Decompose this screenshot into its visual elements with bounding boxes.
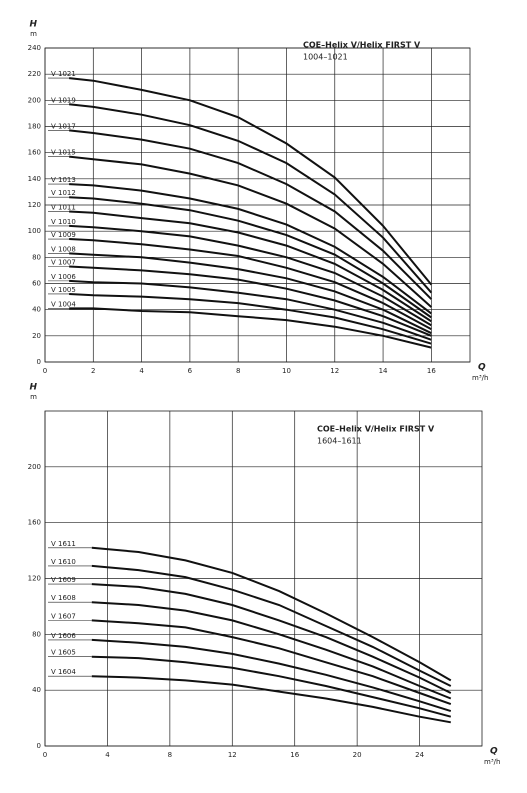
x-tick-label: 8 [236,367,240,375]
x-tick-label: 4 [139,367,144,375]
y-tick-label: 160 [28,519,41,527]
x-tick-label: 14 [379,367,388,375]
y-tick-label: 140 [28,175,41,183]
chart-title: COE–Helix V/Helix FIRST V [317,425,435,434]
pump-curve [69,238,432,331]
x-tick-label: 6 [188,367,193,375]
x-tick-label: 10 [282,367,291,375]
x-tick-label: 2 [91,367,95,375]
pump-curve [91,564,452,687]
series-label: V 1005 [51,286,76,294]
pump-curve [69,196,432,319]
y-tick-label: 200 [28,463,41,471]
pump-curve [68,103,433,294]
pump-curve [91,601,452,700]
y-tick-label: 200 [28,96,41,104]
y-tick-label: 0 [37,358,41,366]
pump-curve [91,546,452,682]
x-tick-label: 8 [168,751,172,759]
pump-curve [69,265,432,337]
series-label: V 1611 [51,540,76,548]
x-axis-label: Q [478,363,486,373]
y-tick-label: 100 [28,227,41,235]
chart: 0 40 80 120 160 200 0 4 8 12 16 20 24 Hm Qm³/h COE–Heli… [28,383,501,767]
series-label: V 1015 [51,149,76,157]
x-tick-label: 0 [43,751,47,759]
x-axis-unit: m³/h [484,758,500,766]
x-axis-unit: m³/h [472,374,488,382]
y-tick-label: 80 [32,630,41,638]
pump-curve [69,293,432,345]
pump-curve [69,224,432,327]
y-tick-label: 80 [32,253,41,261]
y-tick-label: 220 [28,70,41,78]
series-label: V 1019 [51,96,76,104]
series-label: V 1610 [51,558,76,566]
x-tick-label: 4 [105,751,110,759]
y-tick-label: 240 [28,44,41,52]
pump-curve [91,619,452,706]
series-label: V 1017 [51,122,76,130]
pump-curve [91,638,452,713]
x-tick-label: 16 [427,367,436,375]
y-tick-label: 120 [28,575,41,583]
x-tick-label: 12 [330,367,339,375]
series-label: V 1008 [51,245,76,253]
series-label: V 1021 [51,70,76,78]
x-tick-label: 20 [353,751,362,759]
series-label: V 1011 [51,204,76,212]
pump-curve [68,155,433,308]
y-tick-label: 180 [28,123,41,131]
pump-curve [68,129,433,300]
y-tick-label: 120 [28,201,41,209]
series-label: V 1609 [51,576,76,584]
pump-curve [69,183,433,315]
series-label: V 1013 [51,176,76,184]
series-label: V 1010 [51,218,76,226]
series-label: V 1007 [51,258,76,266]
chart: 0 20 40 60 80 100 120 140 160 180 200 220 240 0 2 4 6 8 10… [28,20,489,383]
pump-curve [91,675,451,724]
series-label: V 1004 [51,300,76,308]
series-label: V 1012 [51,189,76,197]
y-axis-label: H [29,20,37,30]
series-label: V 1607 [51,612,76,620]
series-label: V 1606 [51,632,76,640]
pump-curve [69,210,432,323]
y-tick-label: 40 [32,686,41,694]
chart-subtitle: 1004–1021 [303,53,348,62]
y-tick-label: 60 [32,280,41,288]
x-tick-label: 24 [415,751,424,759]
x-tick-label: 16 [290,751,299,759]
y-axis-unit: m [30,30,37,38]
pump-curve [68,77,433,286]
y-tick-label: 20 [32,332,41,340]
y-axis-label: H [29,383,37,393]
y-axis-unit: m [30,393,37,401]
series-label: V 1604 [51,668,76,676]
pump-curve [69,307,432,349]
chart-subtitle: 1604–1611 [317,437,362,446]
x-axis-label: Q [490,747,498,757]
y-tick-label: 160 [28,149,41,157]
series-label: V 1006 [51,273,76,281]
series-label: V 1605 [51,649,76,657]
pump-curve [69,252,432,335]
x-tick-label: 0 [43,367,47,375]
y-tick-label: 40 [32,306,41,314]
series-label: V 1009 [51,231,76,239]
series-label: V 1608 [51,594,76,602]
y-tick-label: 0 [37,742,41,750]
chart-title: COE–Helix V/Helix FIRST V [303,41,421,50]
pump-curve [69,279,432,341]
pump-curve [91,583,452,694]
pump-curve [91,655,452,718]
x-tick-label: 12 [228,751,237,759]
